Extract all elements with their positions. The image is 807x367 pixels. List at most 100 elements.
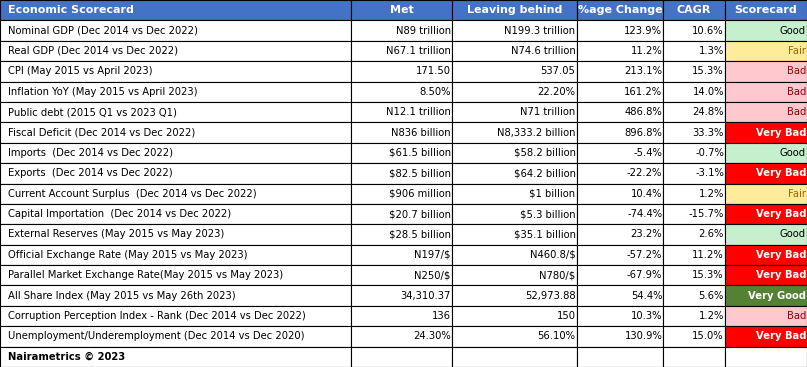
Text: 130.9%: 130.9% <box>625 331 663 341</box>
Text: 10.3%: 10.3% <box>631 311 663 321</box>
Bar <box>351 143 452 163</box>
Bar <box>663 204 725 224</box>
Text: 23.2%: 23.2% <box>631 229 663 240</box>
Text: Bad: Bad <box>787 107 806 117</box>
Bar <box>577 21 663 41</box>
Text: Good: Good <box>780 229 806 240</box>
Bar <box>663 265 725 286</box>
Text: Good: Good <box>780 148 806 158</box>
Bar <box>351 204 452 224</box>
Bar <box>663 306 725 326</box>
Text: Very Bad: Very Bad <box>755 270 806 280</box>
Text: $906 million: $906 million <box>389 189 450 199</box>
Bar <box>351 102 452 122</box>
Bar <box>663 21 725 41</box>
Text: N250/$: N250/$ <box>414 270 450 280</box>
Bar <box>577 0 663 21</box>
Text: -22.2%: -22.2% <box>627 168 663 178</box>
Text: 11.2%: 11.2% <box>630 46 663 56</box>
Text: Inflation YoY (May 2015 vs April 2023): Inflation YoY (May 2015 vs April 2023) <box>8 87 198 97</box>
Bar <box>663 245 725 265</box>
Text: N780/$: N780/$ <box>539 270 575 280</box>
Bar <box>452 61 577 81</box>
Text: 486.8%: 486.8% <box>625 107 663 117</box>
Bar <box>577 204 663 224</box>
Bar <box>725 265 807 286</box>
Text: Parallel Market Exchange Rate(May 2015 vs May 2023): Parallel Market Exchange Rate(May 2015 v… <box>8 270 283 280</box>
Bar <box>452 346 577 367</box>
Bar <box>577 61 663 81</box>
Text: $28.5 billion: $28.5 billion <box>389 229 450 240</box>
Bar <box>452 0 577 21</box>
Text: N89 trillion: N89 trillion <box>395 26 450 36</box>
Bar <box>0 102 351 122</box>
Text: Current Account Surplus  (Dec 2014 vs Dec 2022): Current Account Surplus (Dec 2014 vs Dec… <box>8 189 257 199</box>
Text: Bad: Bad <box>787 87 806 97</box>
Text: Bad: Bad <box>787 311 806 321</box>
Bar <box>351 184 452 204</box>
Bar <box>0 122 351 143</box>
Bar <box>663 184 725 204</box>
Text: N460.8/$: N460.8/$ <box>529 250 575 260</box>
Bar <box>577 102 663 122</box>
Bar <box>0 346 351 367</box>
Bar <box>0 41 351 61</box>
Bar <box>577 265 663 286</box>
Bar <box>452 143 577 163</box>
Bar <box>577 163 663 184</box>
Text: N12.1 trillion: N12.1 trillion <box>386 107 450 117</box>
Text: N199.3 trillion: N199.3 trillion <box>504 26 575 36</box>
Text: Scorecard: Scorecard <box>734 5 797 15</box>
Text: 24.8%: 24.8% <box>692 107 724 117</box>
Bar <box>725 245 807 265</box>
Bar <box>577 122 663 143</box>
Text: Very Bad: Very Bad <box>755 168 806 178</box>
Bar <box>663 61 725 81</box>
Text: 2.6%: 2.6% <box>699 229 724 240</box>
Text: $35.1 billion: $35.1 billion <box>513 229 575 240</box>
Text: Nairametrics © 2023: Nairametrics © 2023 <box>8 352 126 362</box>
Text: 136: 136 <box>432 311 450 321</box>
Text: 537.05: 537.05 <box>541 66 575 76</box>
Bar <box>725 102 807 122</box>
Bar <box>452 41 577 61</box>
Text: Good: Good <box>780 26 806 36</box>
Bar <box>351 326 452 346</box>
Bar <box>577 143 663 163</box>
Bar <box>0 204 351 224</box>
Bar <box>351 346 452 367</box>
Bar <box>452 326 577 346</box>
Bar <box>663 326 725 346</box>
Bar <box>0 143 351 163</box>
Text: 150: 150 <box>557 311 575 321</box>
Bar <box>0 0 351 21</box>
Bar <box>577 224 663 245</box>
Bar <box>452 81 577 102</box>
Text: N74.6 trillion: N74.6 trillion <box>511 46 575 56</box>
Bar <box>0 184 351 204</box>
Bar <box>0 224 351 245</box>
Text: 14.0%: 14.0% <box>692 87 724 97</box>
Text: Leaving behind: Leaving behind <box>466 5 562 15</box>
Text: Nominal GDP (Dec 2014 vs Dec 2022): Nominal GDP (Dec 2014 vs Dec 2022) <box>8 26 199 36</box>
Text: 1.2%: 1.2% <box>699 311 724 321</box>
Text: External Reserves (May 2015 vs May 2023): External Reserves (May 2015 vs May 2023) <box>8 229 224 240</box>
Bar <box>351 81 452 102</box>
Text: $1 billion: $1 billion <box>529 189 575 199</box>
Text: Fair: Fair <box>788 189 806 199</box>
Text: -0.7%: -0.7% <box>695 148 724 158</box>
Bar <box>452 224 577 245</box>
Bar <box>577 306 663 326</box>
Text: N8,333.2 billion: N8,333.2 billion <box>497 127 575 138</box>
Bar <box>351 245 452 265</box>
Bar <box>452 265 577 286</box>
Bar <box>725 143 807 163</box>
Bar <box>0 326 351 346</box>
Bar <box>0 81 351 102</box>
Text: Very Bad: Very Bad <box>755 250 806 260</box>
Bar <box>351 224 452 245</box>
Text: 24.30%: 24.30% <box>413 331 450 341</box>
Text: 15.0%: 15.0% <box>692 331 724 341</box>
Bar <box>452 102 577 122</box>
Text: -67.9%: -67.9% <box>627 270 663 280</box>
